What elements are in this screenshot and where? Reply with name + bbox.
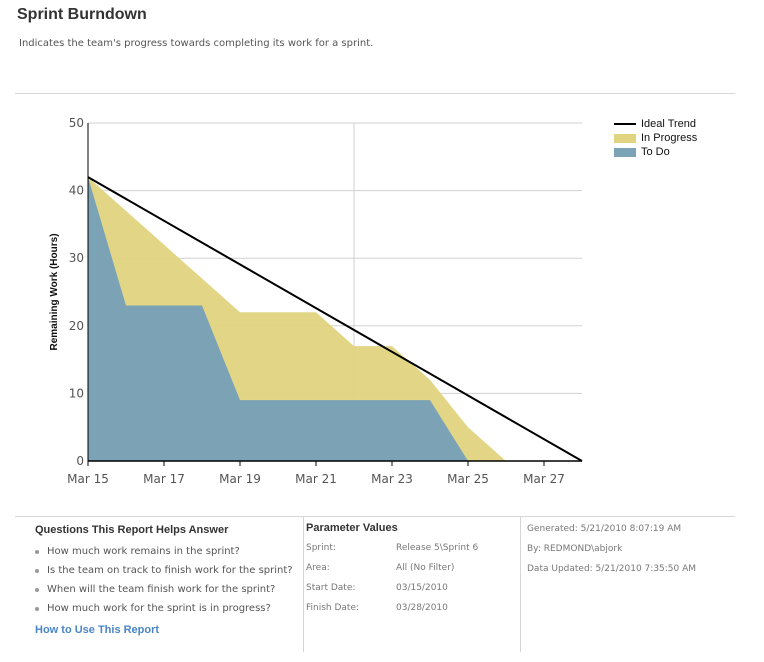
svg-text:Mar 25: Mar 25 [447,472,489,486]
svg-text:20: 20 [69,319,84,333]
report-meta: Generated: 5/21/2010 8:07:19 AM By: REDM… [527,524,696,584]
parameters-section: Parameter Values Sprint: Release 5\Sprint… [306,522,478,618]
list-item: How much work for the sprint is in progr… [35,599,293,618]
swatch-icon [614,147,636,157]
svg-text:Mar 23: Mar 23 [371,472,413,486]
list-item: How much work remains in the sprint? [35,542,293,561]
divider [15,516,735,517]
legend-item-ideal-trend: Ideal Trend [614,117,697,131]
divider [15,93,735,94]
param-row: Finish Date: 03/28/2010 [306,603,448,613]
data-updated-time: Data Updated: 5/21/2010 7:35:50 AM [527,564,697,574]
divider [520,517,521,652]
svg-text:50: 50 [69,116,84,130]
svg-text:Mar 15: Mar 15 [67,472,109,486]
param-row: Area: All (No Filter) [306,563,455,573]
list-item: When will the team finish work for the s… [35,580,293,599]
page-title: Sprint Burndown [17,6,147,23]
svg-text:Mar 21: Mar 21 [295,472,337,486]
questions-heading: Questions This Report Helps Answer [35,524,229,536]
svg-text:30: 30 [69,251,84,265]
svg-text:Remaining Work (Hours): Remaining Work (Hours) [49,233,60,350]
page-subtitle: Indicates the team's progress towards co… [19,38,374,49]
how-to-use-link[interactable]: How to Use This Report [35,624,160,636]
generated-by: By: REDMOND\abjork [527,544,623,554]
svg-text:Mar 27: Mar 27 [523,472,565,486]
svg-text:10: 10 [69,386,84,400]
questions-section: Questions This Report Helps Answer How m… [35,524,293,636]
generated-time: Generated: 5/21/2010 8:07:19 AM [527,524,682,534]
list-item: Is the team on track to finish work for … [35,561,293,580]
legend-item-in-progress: In Progress [614,131,697,145]
param-row: Sprint: Release 5\Sprint 6 [306,543,479,553]
svg-text:Mar 19: Mar 19 [219,472,261,486]
svg-text:40: 40 [69,184,84,198]
svg-text:Mar 17: Mar 17 [143,472,185,486]
burndown-chart: 0 10 20 30 40 50 Mar 15 Mar 17 Mar 19 Mar 21 Mar 2… [49,116,583,486]
divider [303,517,304,652]
bullet-icon [35,606,39,611]
swatch-icon [614,133,636,143]
parameters-heading: Parameter Values [306,522,398,534]
line-swatch-icon [614,123,636,125]
bullet-icon [35,568,39,573]
legend-item-to-do: To Do [614,145,697,159]
param-row: Start Date: 03/15/2010 [306,583,448,593]
svg-text:0: 0 [76,454,84,468]
chart-legend: Ideal Trend In Progress To Do [614,117,697,159]
bullet-icon [35,549,39,554]
bullet-icon [35,587,39,592]
